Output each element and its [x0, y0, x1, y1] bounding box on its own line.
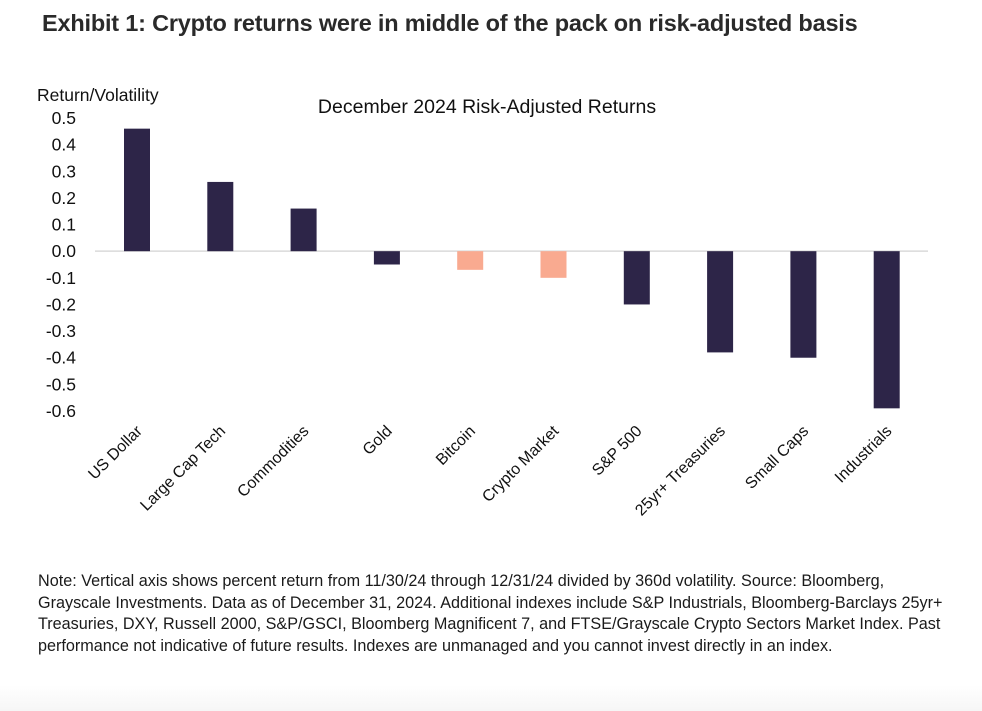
bar-industrials	[873, 251, 900, 409]
bar-s-p-500	[623, 251, 650, 305]
y-tick-label: 0.0	[52, 241, 77, 261]
bar-small-caps	[790, 251, 817, 358]
bar-crypto-market	[540, 251, 567, 278]
x-tick-label: S&P 500	[589, 423, 646, 480]
bar-large-cap-tech	[207, 181, 234, 252]
x-tick-label: Crypto Market	[479, 422, 562, 505]
x-tick-label: Commodities	[234, 423, 312, 501]
x-tick-label: Industrials	[832, 423, 896, 487]
bar-commodities	[290, 208, 317, 252]
y-axis-ticks: 0.5 0.4 0.3 0.2 0.1 0.0 -0.1 -0.2 -0.3 -0.4 -0.5 -0…	[46, 108, 76, 421]
bars	[124, 128, 900, 409]
bar-gold	[373, 251, 400, 265]
x-tick-label: US Dollar	[85, 422, 146, 483]
bar-us-dollar	[124, 128, 150, 252]
y-axis-label: Return/Volatility	[37, 85, 159, 105]
x-tick-label: 25yr+ Treasuries	[632, 423, 729, 520]
x-tick-label: Small Caps	[742, 423, 812, 493]
y-tick-label: 0.4	[52, 135, 77, 155]
y-tick-label: -0.4	[46, 348, 76, 368]
exhibit-title: Exhibit 1: Crypto returns were in middle…	[42, 10, 858, 36]
bar-bitcoin	[457, 251, 484, 270]
y-tick-label: 0.5	[52, 108, 76, 128]
x-tick-label: Large Cap Tech	[137, 423, 229, 515]
y-tick-label: -0.5	[46, 374, 76, 394]
y-tick-label: -0.2	[46, 294, 76, 314]
y-tick-label: 0.2	[52, 188, 76, 208]
bar-25yr-treasuries	[707, 251, 734, 353]
chart-title: December 2024 Risk-Adjusted Returns	[318, 96, 656, 118]
x-tick-label: Gold	[360, 423, 396, 459]
y-tick-label: 0.3	[52, 161, 76, 181]
y-tick-label: -0.3	[46, 321, 76, 341]
bar-chart: Return/Volatility December 2024 Risk-Adj…	[37, 85, 928, 519]
y-tick-label: -0.1	[46, 268, 76, 288]
y-tick-label: 0.1	[52, 215, 76, 235]
x-tick-label: Bitcoin	[433, 423, 479, 469]
y-tick-label: -0.6	[46, 401, 76, 421]
chart-note: Note: Vertical axis shows percent return…	[38, 572, 943, 655]
